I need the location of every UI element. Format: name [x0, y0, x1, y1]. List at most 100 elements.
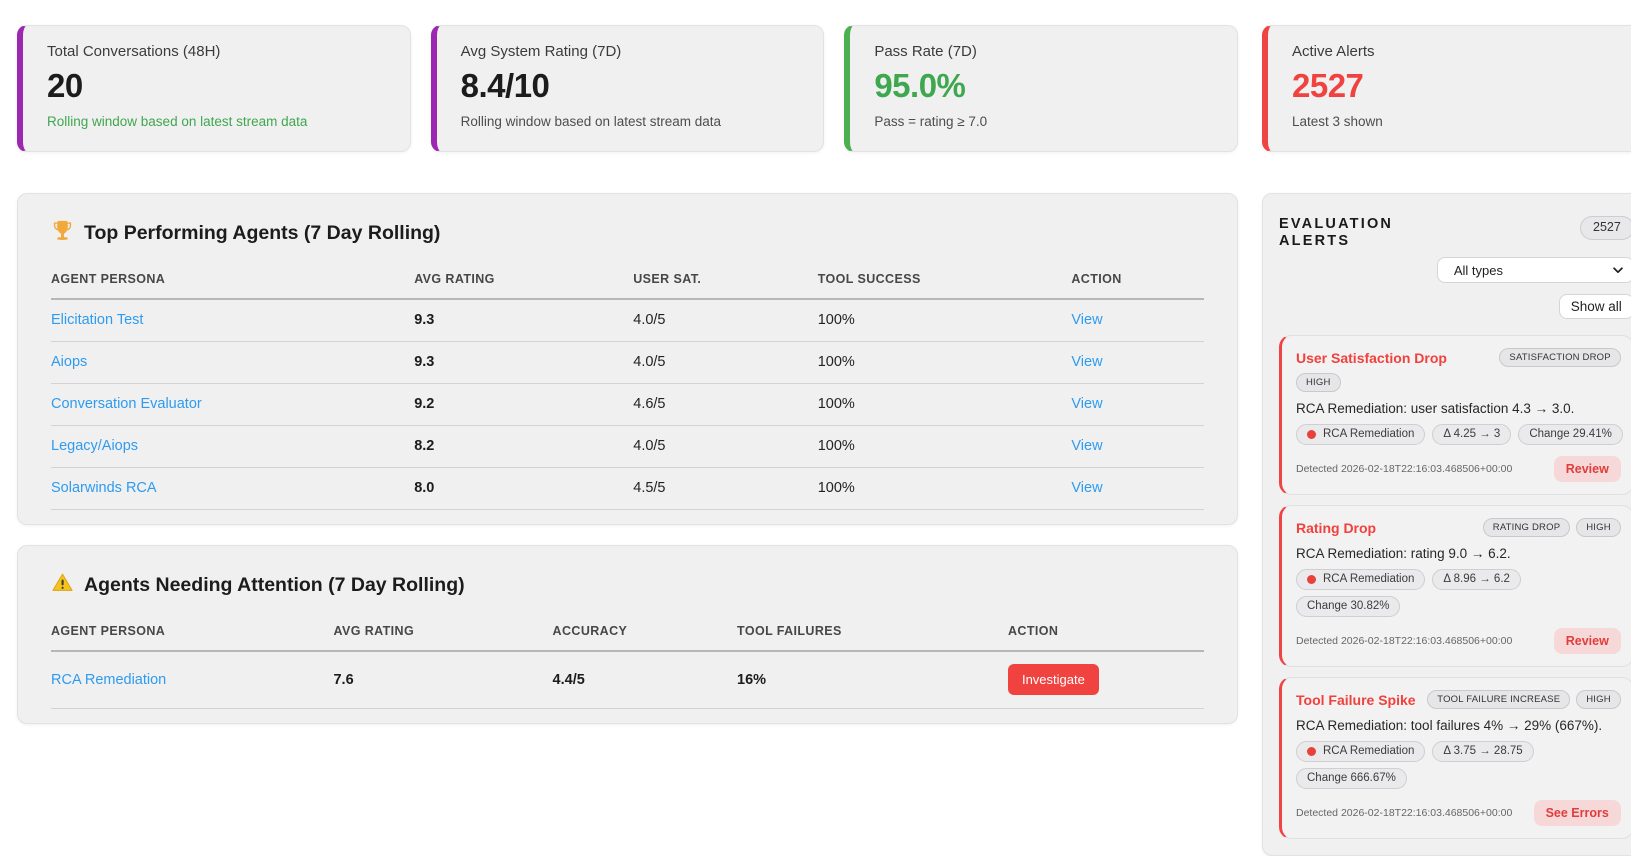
table-row: RCA Remediation 7.6 4.4/5 16% Investigat…	[51, 651, 1204, 709]
investigate-button[interactable]: Investigate	[1007, 664, 1099, 695]
show-all-button[interactable]: Show all	[1558, 294, 1631, 320]
stat-note: Rolling window based on latest stream da…	[460, 114, 722, 129]
attention-agents-table: AGENT PERSONA AVG RATING ACCURACY TOOL F…	[51, 616, 1204, 709]
table-row: Solarwinds RCA 8.0 4.5/5 100% View	[51, 467, 1204, 510]
alert-tags: RCA Remediation Δ 3.75 → 28.75	[1296, 741, 1621, 763]
col-accuracy: ACCURACY	[552, 616, 738, 652]
col-agent-persona: AGENT PERSONA	[51, 264, 415, 300]
col-user-sat: USER SAT.	[633, 264, 818, 300]
top-agents-table: AGENT PERSONA AVG RATING USER SAT. TOOL …	[51, 264, 1204, 510]
persona-tag: RCA Remediation	[1296, 569, 1426, 591]
warning-icon	[51, 571, 74, 600]
stat-card-total-conversations: Total Conversations (48H) 20 Rolling win…	[17, 25, 411, 152]
alert-footer: Detected 2026-02-18T22:16:03.468506+00:0…	[1296, 800, 1621, 827]
view-link[interactable]: View	[1071, 312, 1103, 328]
table-header-row: AGENT PERSONA AVG RATING ACCURACY TOOL F…	[51, 616, 1204, 652]
view-link[interactable]: View	[1071, 354, 1103, 370]
agent-persona-link[interactable]: Aiops	[51, 354, 88, 370]
stat-value: 95.0%	[874, 67, 966, 104]
view-link[interactable]: View	[1071, 480, 1103, 496]
view-link[interactable]: View	[1071, 438, 1103, 454]
col-action: ACTION	[1007, 616, 1204, 652]
alert-type-select[interactable]: All types	[1436, 257, 1631, 284]
alert-tags: Change 30.82%	[1296, 596, 1621, 618]
top-agents-panel: Top Performing Agents (7 Day Rolling) AG…	[17, 193, 1238, 525]
alerts-panel-header: EVALUATION ALERTS 2527	[1279, 216, 1631, 250]
col-avg-rating: AVG RATING	[414, 264, 634, 300]
alert-card-user-satisfaction-drop: User Satisfaction Drop SATISFACTION DROP…	[1279, 335, 1631, 496]
evaluation-alerts-panel: EVALUATION ALERTS 2527 All types Show al…	[1262, 193, 1631, 856]
alert-tags: Change 666.67%	[1296, 768, 1621, 790]
col-tool-success: TOOL SUCCESS	[817, 264, 1072, 300]
agent-persona-link[interactable]: Elicitation Test	[51, 312, 144, 328]
avg-rating-value: 9.3	[414, 299, 634, 342]
table-row: Aiops 9.3 4.0/5 100% View	[51, 341, 1204, 384]
col-tool-failures: TOOL FAILURES	[737, 616, 1008, 652]
view-link[interactable]: View	[1071, 396, 1103, 412]
panel-title-text: Top Performing Agents (7 Day Rolling)	[84, 222, 441, 244]
stat-card-pass-rate: Pass Rate (7D) 95.0% Pass = rating ≥ 7.0	[844, 25, 1238, 152]
change-tag: Change 29.41%	[1518, 424, 1623, 446]
trophy-icon	[51, 219, 74, 248]
table-row: Legacy/Aiops 8.2 4.0/5 100% View	[51, 425, 1204, 468]
right-column: Active Alerts 2527 Latest 3 shown EVALUA…	[1262, 25, 1631, 856]
delta-tag: Δ 4.25 → 3	[1432, 424, 1512, 446]
stat-label: Active Alerts	[1292, 43, 1375, 60]
agent-persona-link[interactable]: Legacy/Aiops	[51, 438, 139, 454]
red-dot-icon	[1307, 746, 1316, 756]
stat-note: Pass = rating ≥ 7.0	[874, 114, 988, 129]
attention-agents-title: Agents Needing Attention (7 Day Rolling)	[51, 571, 1204, 600]
avg-rating-value: 9.3	[414, 341, 634, 384]
table-row: Conversation Evaluator 9.2 4.6/5 100% Vi…	[51, 383, 1204, 426]
detected-timestamp: Detected 2026-02-18T22:16:03.468506+00:0…	[1296, 635, 1513, 648]
see-errors-button[interactable]: See Errors	[1533, 800, 1621, 827]
alert-title: User Satisfaction Drop	[1296, 349, 1447, 366]
alert-severity-badge: HIGH	[1576, 690, 1621, 710]
show-all-row: Show all	[1279, 294, 1631, 320]
user-sat-value: 4.6/5	[633, 383, 818, 426]
detected-timestamp: Detected 2026-02-18T22:16:03.468506+00:0…	[1296, 463, 1513, 476]
user-sat-value: 4.5/5	[633, 467, 818, 510]
tool-success-value: 100%	[817, 383, 1072, 426]
alert-filter-row: All types	[1279, 257, 1631, 284]
user-sat-value: 4.0/5	[633, 299, 818, 342]
alert-card-rating-drop: Rating Drop RATING DROP HIGH RCA Remedia…	[1279, 505, 1631, 668]
table-row: Elicitation Test 9.3 4.0/5 100% View	[51, 299, 1204, 342]
review-button[interactable]: Review	[1553, 456, 1621, 483]
attention-agents-panel: Agents Needing Attention (7 Day Rolling)…	[17, 545, 1238, 724]
tool-success-value: 100%	[817, 467, 1072, 510]
avg-rating-value: 9.2	[414, 383, 634, 426]
main-column: Total Conversations (48H) 20 Rolling win…	[17, 25, 1238, 856]
alert-type-badge: SATISFACTION DROP	[1499, 348, 1621, 368]
user-sat-value: 4.0/5	[633, 341, 818, 384]
alert-count-badge: 2527	[1580, 216, 1631, 240]
col-action: ACTION	[1071, 264, 1204, 300]
stat-label: Pass Rate (7D)	[874, 43, 977, 60]
agent-persona-link[interactable]: Solarwinds RCA	[51, 480, 157, 496]
agent-persona-link[interactable]: RCA Remediation	[51, 671, 167, 688]
user-sat-value: 4.0/5	[633, 425, 818, 468]
agent-persona-link[interactable]: Conversation Evaluator	[51, 396, 202, 412]
top-agents-title: Top Performing Agents (7 Day Rolling)	[51, 219, 1204, 248]
alert-tags: RCA Remediation Δ 8.96 → 6.2	[1296, 569, 1621, 591]
table-header-row: AGENT PERSONA AVG RATING USER SAT. TOOL …	[51, 264, 1204, 300]
alert-description: RCA Remediation: rating 9.0 → 6.2.	[1296, 546, 1511, 562]
alert-type-badge: TOOL FAILURE INCREASE	[1427, 690, 1571, 710]
stats-row: Total Conversations (48H) 20 Rolling win…	[17, 25, 1238, 152]
tool-failures-value: 16%	[737, 651, 1008, 709]
red-dot-icon	[1307, 429, 1316, 439]
stat-label: Total Conversations (48H)	[47, 43, 221, 60]
persona-tag: RCA Remediation	[1296, 741, 1426, 763]
alert-severity-badge: HIGH	[1576, 518, 1621, 538]
stat-card-active-alerts: Active Alerts 2527 Latest 3 shown	[1262, 25, 1631, 152]
col-agent-persona: AGENT PERSONA	[51, 616, 334, 652]
avg-rating-value: 8.2	[414, 425, 634, 468]
review-button[interactable]: Review	[1553, 628, 1621, 655]
col-avg-rating: AVG RATING	[333, 616, 553, 652]
change-tag: Change 666.67%	[1296, 768, 1407, 790]
delta-tag: Δ 3.75 → 28.75	[1432, 741, 1534, 763]
alert-title: Rating Drop	[1296, 519, 1377, 536]
persona-tag: RCA Remediation	[1296, 424, 1426, 446]
tool-success-value: 100%	[817, 299, 1072, 342]
